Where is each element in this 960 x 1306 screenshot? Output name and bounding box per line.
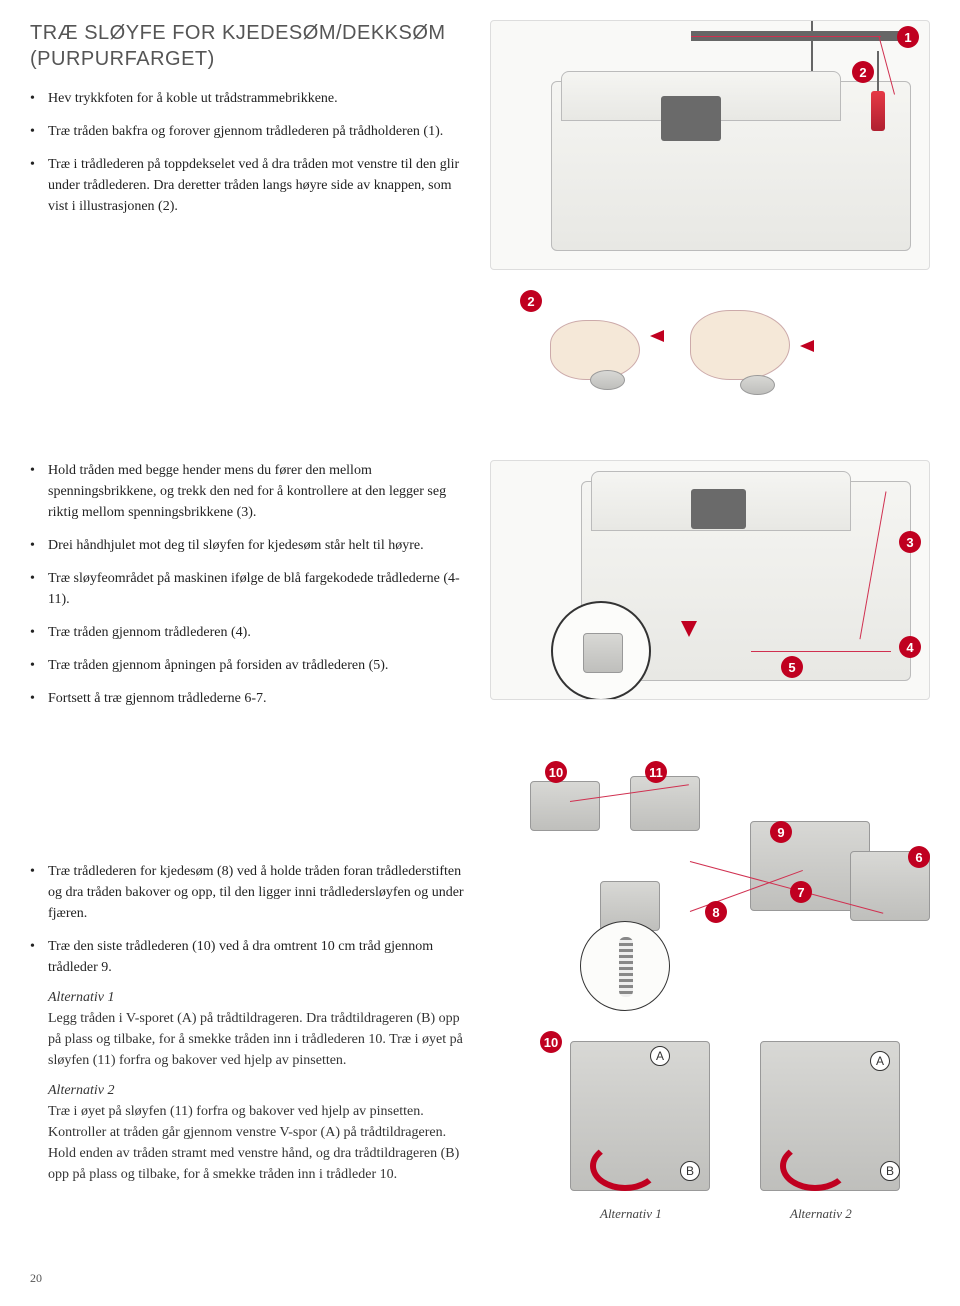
list-item: Fortsett å træ gjennom trådlederne 6-7. [48,688,470,709]
spring-detail [580,921,670,1011]
caption-alt1: Alternativ 1 [600,1206,662,1222]
red-arrow-icon [681,621,697,637]
looper-area-illustration: 10 11 9 6 7 8 10 A B A B Alternativ 1 Al… [490,761,930,1241]
hand-left [550,320,640,380]
machine-screen [691,489,746,529]
section-2-illustration: 3 4 5 [490,460,930,721]
red-arrow-icon [650,330,664,342]
callout-5: 5 [781,656,803,678]
spool-rod [877,51,879,91]
page-title: TRÆ SLØYFE FOR KJEDESØM/DEKKSØM (PURPURF… [30,20,470,72]
callout-3: 3 [899,531,921,553]
section-1-list: Hev trykkfoten for å koble ut trådstramm… [30,88,470,217]
section-3: Træ trådlederen for kjedesøm (8) ved å h… [30,761,930,1241]
machine-top-illustration: 1 2 [490,20,930,270]
tension-disc [740,375,775,395]
section-2: Hold tråden med begge hender mens du før… [30,460,930,721]
section-1-text: TRÆ SLØYFE FOR KJEDESØM/DEKKSØM (PURPURF… [30,20,470,270]
list-item: Træ tråden gjennom åpningen på forsiden … [48,655,470,676]
section-1-illustration: 1 2 [490,20,930,270]
list-item: Hev trykkfoten for å koble ut trådstramm… [48,88,470,109]
alt-2-title: Alternativ 2 [48,1083,470,1099]
section-3-text: Træ trådlederen for kjedesøm (8) ved å h… [30,761,470,1241]
presser-foot-detail [583,633,623,673]
list-item: Træ tråden gjennom trådlederen (4). [48,622,470,643]
alt-1-body: Legg tråden i V-sporet (A) på trådtildra… [48,1008,470,1071]
list-item: Træ i trådlederen på toppdekselet ved å … [48,154,470,217]
mechanism-part [630,776,700,831]
section-3-illustration: 10 11 9 6 7 8 10 A B A B Alternativ 1 Al… [490,761,930,1241]
section-2-text: Hold tråden med begge hender mens du før… [30,460,470,721]
callout-2: 2 [852,61,874,83]
machine-front-illustration: 3 4 5 [490,460,930,700]
callout-2b: 2 [520,290,542,312]
callout-1: 1 [897,26,919,48]
alt-2-body: Træ i øyet på sløyfen (11) forfra og bak… [48,1101,470,1185]
mechanism-part [530,781,600,831]
alternative-2: Alternativ 2 Træ i øyet på sløyfen (11) … [30,1083,470,1185]
callout-10b: 10 [540,1031,562,1053]
callout-7: 7 [790,881,812,903]
section-2-list: Hold tråden med begge hender mens du før… [30,460,470,709]
alternative-1: Alternativ 1 Legg tråden i V-sporet (A) … [30,990,470,1071]
list-item: Drei håndhjulet mot deg til sløyfen for … [48,535,470,556]
thread-spool [871,91,885,131]
callout-9: 9 [770,821,792,843]
tension-disc [590,370,625,390]
detail-circle [551,601,651,700]
callout-11: 11 [645,761,667,783]
section-3-list: Træ trådlederen for kjedesøm (8) ved å h… [30,861,470,978]
red-curve-arrow-icon [590,1141,660,1191]
list-item: Træ tråden bakfra og forover gjennom trå… [48,121,470,142]
manual-page: TRÆ SLØYFE FOR KJEDESØM/DEKKSØM (PURPURF… [30,20,930,1286]
red-curve-arrow-icon [780,1141,850,1191]
label-a: A [650,1046,670,1066]
list-item: Træ sløyfeområdet på maskinen ifølge de … [48,568,470,610]
section-1: TRÆ SLØYFE FOR KJEDESØM/DEKKSØM (PURPURF… [30,20,930,270]
thread-line [691,36,881,37]
label-b: B [880,1161,900,1181]
callout-6: 6 [908,846,930,868]
label-b: B [680,1161,700,1181]
page-number: 20 [30,1271,930,1286]
label-a: A [870,1051,890,1071]
caption-alt2: Alternativ 2 [790,1206,852,1222]
list-item: Hold tråden med begge hender mens du før… [48,460,470,523]
machine-screen [661,96,721,141]
alt-1-title: Alternativ 1 [48,990,470,1006]
callout-8: 8 [705,901,727,923]
red-arrow-icon [800,340,814,352]
list-item: Træ trådlederen for kjedesøm (8) ved å h… [48,861,470,924]
hand-detail-illustration: 2 [490,290,930,440]
thread-line [751,651,891,652]
hand-right [690,310,790,380]
callout-10: 10 [545,761,567,783]
callout-4: 4 [899,636,921,658]
spring-icon [619,937,633,997]
list-item: Træ den siste trådlederen (10) ved å dra… [48,936,470,978]
